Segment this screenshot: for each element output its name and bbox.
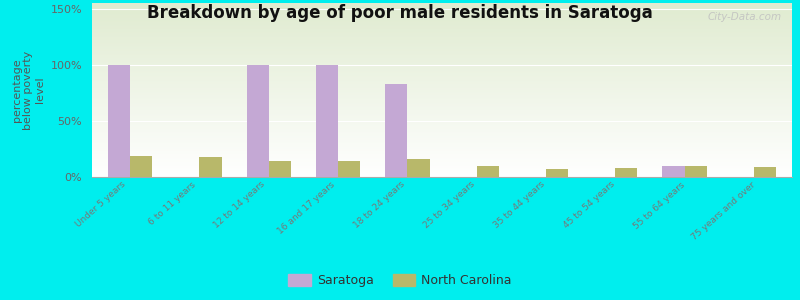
Text: 6 to 11 years: 6 to 11 years	[146, 180, 197, 227]
Text: 75 years and over: 75 years and over	[690, 180, 757, 242]
Bar	[316, 65, 338, 177]
Bar	[108, 65, 130, 177]
Bar	[754, 167, 776, 177]
Bar	[477, 166, 499, 177]
Bar	[269, 161, 291, 177]
Text: 35 to 44 years: 35 to 44 years	[492, 180, 547, 230]
Bar	[199, 157, 222, 177]
Bar	[385, 84, 407, 177]
Bar	[246, 65, 269, 177]
Bar	[685, 166, 706, 177]
Bar	[130, 156, 152, 177]
Text: 16 and 17 years: 16 and 17 years	[276, 180, 337, 236]
Legend: Saratoga, North Carolina: Saratoga, North Carolina	[283, 269, 517, 292]
Text: Breakdown by age of poor male residents in Saratoga: Breakdown by age of poor male residents …	[147, 4, 653, 22]
Text: 18 to 24 years: 18 to 24 years	[352, 180, 407, 230]
Text: City-Data.com: City-Data.com	[707, 12, 782, 22]
Bar	[546, 169, 568, 177]
Bar	[338, 161, 360, 177]
Text: 45 to 54 years: 45 to 54 years	[562, 180, 617, 230]
Bar	[662, 166, 685, 177]
Text: 55 to 64 years: 55 to 64 years	[632, 180, 687, 230]
Bar	[615, 168, 638, 177]
Text: Under 5 years: Under 5 years	[74, 180, 127, 229]
Y-axis label: percentage
below poverty
level: percentage below poverty level	[12, 50, 45, 130]
Text: 12 to 14 years: 12 to 14 years	[212, 180, 267, 230]
Text: 25 to 34 years: 25 to 34 years	[422, 180, 477, 230]
Bar	[407, 159, 430, 177]
